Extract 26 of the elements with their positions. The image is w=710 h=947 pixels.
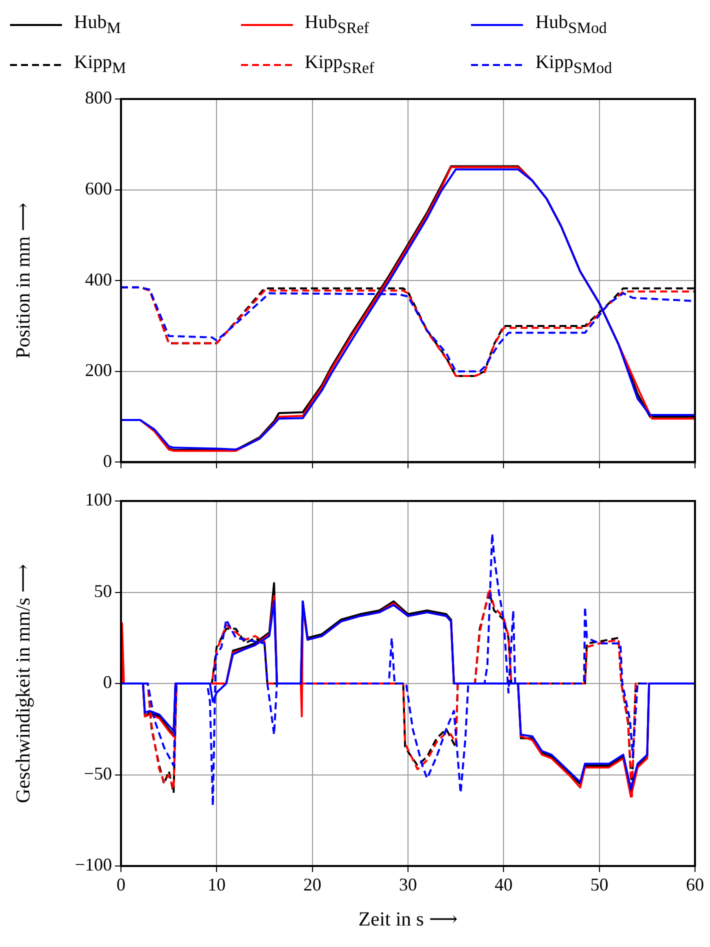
y-axis-title: Position in mm ⟶ [12,202,34,359]
x-tick-label: 0 [116,874,126,895]
y-tick-label: 400 [85,269,112,290]
y-tick-label: 50 [94,580,112,601]
y-tick-label: 100 [85,490,112,510]
x-tick-label: 20 [303,874,322,895]
legend-label: Kipp$_{M}$ [74,52,126,78]
y-tick-label: 600 [85,178,112,199]
y-tick-label: 0 [103,450,112,471]
x-tick-label: 40 [494,874,513,895]
y-tick-label: 800 [85,88,112,108]
legend-label: Hub$_{SRef}$ [304,12,370,38]
y-tick-label: 0 [103,672,112,692]
y-tick-label: −100 [74,854,112,875]
x-tick-label: 50 [590,874,608,895]
x-tick-label: 60 [686,874,704,895]
legend-label: Hub$_{SMod}$ [535,12,607,38]
y-tick-label: 200 [85,360,112,380]
y-tick-label: −50 [84,763,112,784]
legend-label: Kipp$_{SMod}$ [535,52,612,78]
legend-label: Kipp$_{SRef}$ [304,52,374,78]
x-axis-title: Zeit in s ⟶ [358,908,458,930]
y-axis-title: Geschwindigkeit in mm/s ⟶ [12,564,34,804]
x-tick-label: 30 [399,874,417,895]
legend-label: Hub$_{M}$ [74,12,121,38]
x-tick-label: 10 [208,874,226,895]
